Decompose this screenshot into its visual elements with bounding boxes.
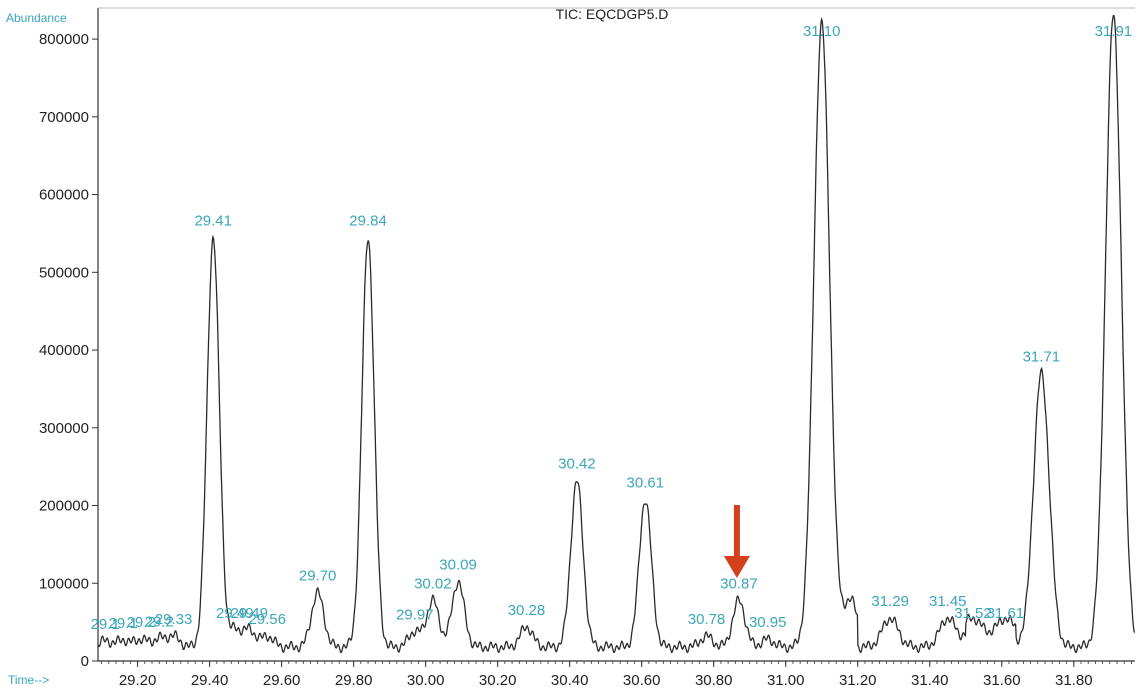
peak-label: 29.49 [230, 605, 268, 622]
peak-label: 31.29 [871, 593, 909, 610]
peak-labels: 29.129.129.229.229.3329.4129.4929.4929.5… [91, 23, 1133, 633]
peak-label: 31.71 [1023, 348, 1061, 365]
x-tick-label: 31.00 [767, 672, 805, 688]
x-tick-label: 30.40 [551, 672, 589, 688]
x-tick-label: 29.80 [335, 672, 373, 688]
x-tick-label: 31.60 [983, 672, 1021, 688]
y-tick-label: 300000 [39, 420, 89, 437]
x-tick-label: 31.20 [839, 672, 877, 688]
peak-label: 31.10 [803, 23, 841, 40]
x-tick-label: 31.40 [911, 672, 949, 688]
x-tick-label: 29.60 [263, 672, 301, 688]
peak-label: 29.70 [299, 568, 337, 585]
peak-label: 29.56 [248, 611, 286, 628]
peak-label: 29.1 [91, 616, 120, 633]
x-axis-title: Time--> [8, 673, 49, 687]
chart-title: TIC: EQCDGP5.D [556, 6, 669, 22]
axes [97, 7, 1135, 662]
peak-label: 29.2 [145, 613, 174, 630]
x-tick-label: 30.20 [479, 672, 517, 688]
peak-label: 31.61 [987, 605, 1025, 622]
x-tick-label: 29.20 [119, 672, 157, 688]
peak-label: 30.87 [720, 575, 758, 592]
peak-label: 31.52 [954, 605, 992, 622]
y-axis-title: Abundance [6, 11, 67, 25]
peak-label: 31.91 [1095, 23, 1133, 40]
peak-label: 29.33 [155, 611, 193, 628]
peak-label: 29.41 [194, 212, 232, 229]
peak-label: 30.78 [688, 611, 726, 628]
y-axis-ticks: 0 100000 200000 300000 400000 500000 600000 700… [39, 31, 98, 670]
peak-label: 29.97 [396, 606, 434, 623]
y-tick-label: 100000 [39, 575, 89, 592]
x-tick-label: 30.60 [623, 672, 661, 688]
x-tick-label: 29.40 [191, 672, 229, 688]
arrow-head [723, 556, 750, 578]
y-tick-label: 700000 [39, 109, 89, 126]
annotation-arrow [723, 505, 750, 578]
y-tick-label: 400000 [39, 342, 89, 359]
x-tick-label: 30.00 [407, 672, 445, 688]
peak-label: 29.1 [109, 615, 138, 632]
peak-label: 30.02 [414, 575, 452, 592]
peak-label: 30.95 [749, 614, 787, 631]
peak-label: 31.45 [929, 593, 967, 610]
peak-label: 30.61 [627, 474, 665, 491]
y-tick-label: 800000 [39, 31, 89, 48]
y-tick-label: 500000 [39, 264, 89, 281]
x-axis-ticks: 29.20 29.40 29.60 29.80 30.00 30.20 30.40 30.60… [101, 661, 1132, 688]
peak-label: 30.09 [439, 557, 477, 574]
peak-label: 30.42 [558, 456, 596, 473]
tic-trace [97, 15, 1136, 654]
x-tick-label: 31.80 [1055, 672, 1093, 688]
peak-label: 29.2 [127, 614, 156, 631]
y-tick-label: 200000 [39, 498, 89, 515]
peak-label: 30.28 [508, 602, 546, 619]
peak-label: 29.84 [349, 212, 387, 229]
y-tick-label: 0 [81, 653, 89, 670]
y-tick-label: 600000 [39, 187, 89, 204]
x-tick-label: 30.80 [695, 672, 733, 688]
peak-label: 29.49 [216, 605, 254, 622]
